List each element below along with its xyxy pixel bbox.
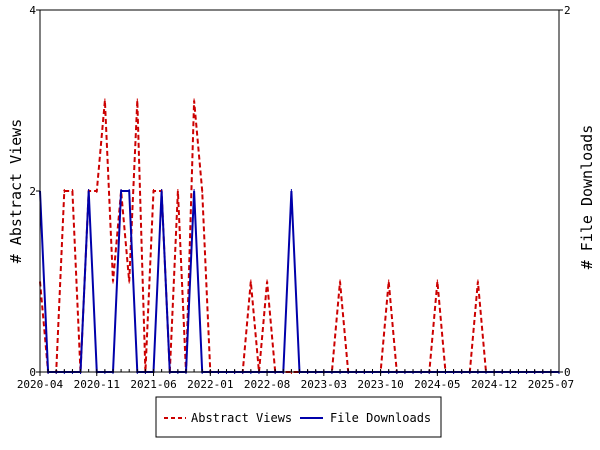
y-left-tick-label: 4 (29, 4, 36, 17)
y-right-tick-label: 2 (564, 4, 571, 17)
axis-layer: 2020-04 2020-11 2021-06 2022-01 2022-08 2023-… (17, 4, 574, 391)
y-left-tick-label: 0 (29, 366, 36, 379)
y-axis-title-left: # Abstract Views (7, 119, 25, 264)
x-tick-label: 2023-10 (357, 378, 403, 391)
x-tick-label: 2025-07 (528, 378, 574, 391)
legend-box (155, 396, 442, 438)
series-line-abstract-views (39, 100, 559, 373)
y-right-tick-label: 0 (564, 366, 571, 379)
x-tick-label: 2022-01 (187, 378, 233, 391)
x-tick-label: 2021-06 (130, 378, 176, 391)
x-tick-label: 2022-08 (244, 378, 290, 391)
x-tick-label: 2020-04 (17, 378, 64, 391)
x-tick-label: 2024-05 (414, 378, 460, 391)
legend-label-file-downloads: File Downloads (330, 411, 431, 425)
legend-label-abstract-views: Abstract Views (191, 411, 292, 425)
y-left-tick-label: 2 (29, 185, 36, 198)
x-tick-label: 2024-12 (471, 378, 517, 391)
legend: Abstract Views File Downloads (155, 396, 442, 438)
x-tick-label: 2020-11 (74, 378, 120, 391)
y-axis-title-right: # File Downloads (578, 125, 596, 270)
x-tick-label: 2023-03 (301, 378, 347, 391)
